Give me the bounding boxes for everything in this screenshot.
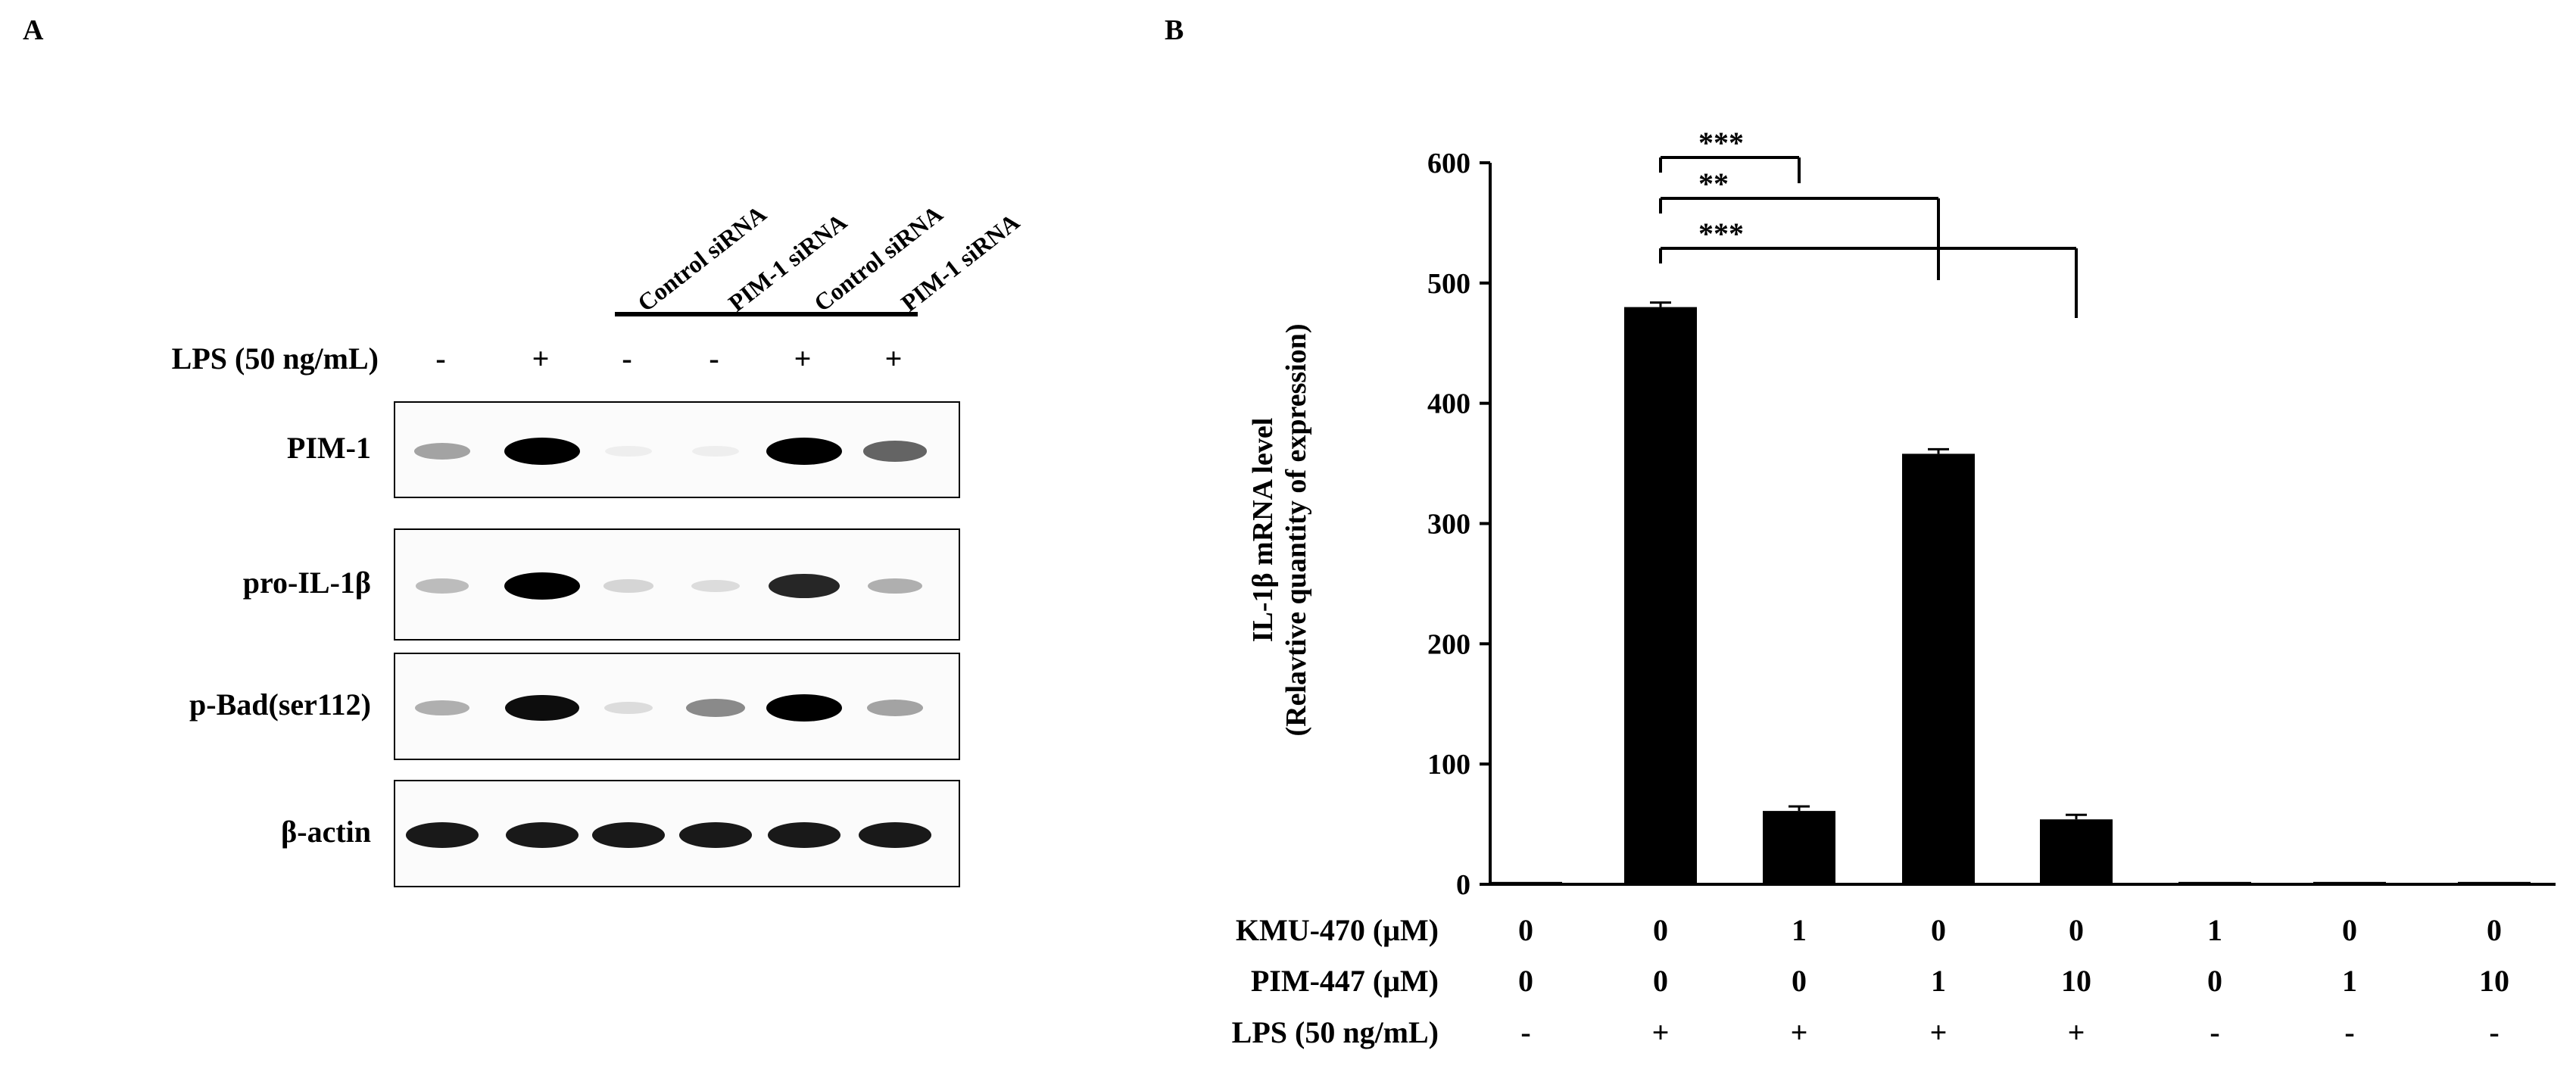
blot-band (686, 699, 745, 717)
blot-band (692, 445, 739, 457)
condition-cell: 0 (1792, 964, 1807, 998)
lps-sign-lane-5: + (794, 341, 812, 376)
lps-sign-lane-1: - (435, 341, 446, 376)
blot-row-label-2: pro-IL-1β (242, 566, 371, 600)
condition-cell: + (1651, 1015, 1670, 1049)
sirna-bracket-line (615, 312, 918, 316)
condition-cell: 1 (2207, 913, 2222, 947)
lps-sign-lane-3: - (622, 341, 632, 376)
blot-band (603, 701, 653, 715)
sig-stars: ** (1698, 167, 1729, 201)
blot-row-label-3: p-Bad(ser112) (189, 687, 371, 722)
blot-band (859, 822, 931, 848)
bar (1489, 881, 1562, 884)
y-tick-label: 100 (1427, 749, 1470, 781)
bar (1763, 811, 1835, 884)
sig-stars: *** (1698, 217, 1744, 251)
condition-cell: + (2067, 1015, 2085, 1049)
y-tick-label: 200 (1427, 628, 1470, 660)
condition-row-label-2: PIM-447 (μM) (1250, 964, 1439, 998)
blot-band (769, 573, 840, 599)
condition-cell: 1 (2342, 964, 2357, 998)
blot-band (416, 578, 469, 594)
condition-cell: 10 (2061, 964, 2091, 998)
bar (2458, 881, 2531, 884)
blot-row-label-4: β-actin (281, 815, 371, 849)
blot-band (766, 438, 842, 465)
y-tick-label: 400 (1427, 388, 1470, 420)
condition-cell: 10 (2479, 964, 2509, 998)
condition-cell: 0 (1518, 913, 1533, 947)
condition-cell: - (2210, 1015, 2220, 1049)
y-tick-label: 500 (1427, 268, 1470, 300)
y-tick-label: 0 (1456, 869, 1470, 901)
y-axis-label-line2: (Relavtive quantity of expression) (1280, 324, 1312, 737)
lps-row-label: LPS (50 ng/mL) (171, 341, 379, 376)
blot-band (868, 578, 922, 594)
condition-cell: 0 (2069, 913, 2084, 947)
condition-cell: 0 (1653, 913, 1668, 947)
condition-cell: 0 (1653, 964, 1668, 998)
blot-band (768, 822, 840, 848)
condition-cell: - (2489, 1015, 2500, 1049)
blot-band (506, 822, 579, 848)
blot-strip-3 (394, 653, 960, 760)
blot-band (605, 445, 652, 457)
blot-band (679, 822, 752, 848)
condition-cell: 0 (2342, 913, 2357, 947)
condition-cell: + (1929, 1015, 1948, 1049)
blot-band (504, 572, 580, 600)
blot-row-label-1: PIM-1 (286, 431, 371, 465)
condition-cell: - (2344, 1015, 2355, 1049)
blot-band (863, 441, 927, 462)
condition-cell: 0 (1518, 964, 1533, 998)
condition-cell: 1 (1792, 913, 1807, 947)
bar (1624, 307, 1697, 885)
bar (2040, 819, 2113, 884)
condition-cell: 0 (2487, 913, 2502, 947)
lps-sign-lane-2: + (532, 341, 550, 376)
blot-band (603, 579, 653, 593)
blot-band (414, 443, 470, 460)
condition-cell: 1 (1931, 964, 1946, 998)
blot-band (504, 438, 580, 465)
condition-cell: + (1790, 1015, 1808, 1049)
blot-band (867, 700, 923, 716)
condition-row-label-1: KMU-470 (μM) (1235, 913, 1439, 947)
blot-band (766, 694, 842, 722)
condition-cell: - (1520, 1015, 1531, 1049)
blot-band (406, 822, 479, 848)
blot-band (691, 579, 741, 593)
condition-cell: 0 (2207, 964, 2222, 998)
blot-strip-4 (394, 780, 960, 887)
lps-sign-lane-6: + (884, 341, 903, 376)
y-axis-label-line1: IL-1β mRNA level (1247, 418, 1279, 643)
sig-stars: *** (1698, 126, 1744, 160)
lps-sign-lane-4: - (709, 341, 719, 376)
bar (1902, 454, 1975, 884)
condition-row-label-3: LPS (50 ng/mL) (1231, 1015, 1439, 1049)
y-tick-label: 300 (1427, 509, 1470, 541)
condition-cell: 0 (1931, 913, 1946, 947)
blot-strip-2 (394, 528, 960, 641)
western-blot-panel: Control siRNA PIM-1 siRNA Control siRNA … (0, 0, 1060, 1066)
blot-band (592, 822, 665, 848)
bar (2178, 881, 2251, 884)
panel-b-label: B (1165, 14, 1184, 46)
bar-chart: 0 100 200 300 400 500 600 IL-1β mRNA level (Rela… (1247, 126, 2556, 901)
bar (2313, 881, 2386, 884)
panel-a-label: A (23, 14, 44, 46)
blot-band (505, 694, 579, 722)
y-tick-label: 600 (1427, 148, 1470, 179)
blot-strip-1 (394, 401, 960, 498)
blot-band (415, 700, 469, 716)
